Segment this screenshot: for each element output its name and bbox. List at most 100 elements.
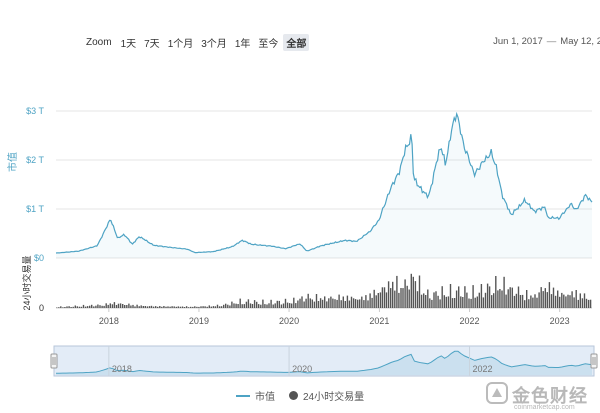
volume-bar [443,295,445,308]
volume-bar [418,275,421,308]
volume-bar [406,285,408,308]
volume-bar [307,293,309,308]
volume-bar [291,303,293,308]
volume-bar [557,290,559,308]
volume-bar [117,303,120,308]
volume-bar [297,300,299,308]
volume-bar [99,305,101,308]
date-range-to[interactable]: May 12, 2 [560,36,600,47]
volume-bar [468,298,470,308]
volume-bar [346,295,349,308]
volume-bar [544,288,546,308]
x-tick-label: 2023 [550,316,570,326]
y-axis-ticks: $0 $1 T $2 T $3 T 0 [26,106,44,313]
legend-item-market-cap[interactable]: 市值 [236,388,275,403]
zoom-button-3-months[interactable]: 3个月 [201,38,227,50]
legend-label-market-cap: 市值 [255,392,275,403]
volume-bar [400,288,402,308]
volume-bar [276,300,278,308]
navigator-tick-label: 2022 [473,364,493,374]
volume-bar [464,286,466,308]
volume-bar [74,305,76,308]
volume-bar [253,300,256,308]
volume-bar [501,290,503,308]
volume-bar [332,298,334,308]
dot-legend-icon [289,391,298,400]
volume-bar [340,300,342,308]
navigator-line [56,350,593,374]
volume-bar [66,306,68,308]
zoom-button-7-days[interactable]: 7天 [144,38,160,50]
watermark-text: 金色财经 [512,386,588,406]
volume-bar [423,293,425,308]
volume-bar [216,304,219,308]
volume-bar [84,306,87,308]
zoom-button-1-day[interactable]: 1天 [120,38,137,50]
golden-logo-icon [486,382,508,404]
volume-bar [497,290,499,308]
volume-bar [144,306,146,308]
zoom-button-all[interactable]: 全部 [283,33,310,51]
volume-bar [394,290,396,308]
volume-bar [113,302,116,308]
market-cap-line [55,111,593,254]
volume-bar [571,291,573,308]
date-range-from[interactable]: Jun 1, 2017 [493,36,543,47]
volume-bar [272,304,274,308]
volume-bar [274,303,276,308]
line-legend-icon [236,394,250,397]
volume-bar [460,296,462,308]
volume-bar [256,301,258,308]
volume-bar [352,298,355,308]
volume-bar [491,295,493,308]
volume-bar [476,296,478,308]
volume-bar [192,306,194,308]
volume-bar [163,306,165,308]
volume-bar [447,296,450,308]
navigator-handle-right[interactable] [590,353,598,369]
volume-bar [587,299,590,308]
volume-bar [278,300,280,308]
volume-bar [338,294,340,308]
volume-bar [270,299,272,308]
volume-bar [198,306,200,308]
volume-bar [86,306,89,308]
x-tick-label: 2018 [99,316,119,326]
volume-bar [342,296,344,308]
watermark-url: coinmarketcap.com [514,404,575,411]
volume-bar [165,306,167,308]
y-tick-label: $0 [34,253,44,263]
volume-bar [381,287,384,308]
volume-bar [425,295,427,308]
volume-bar [466,292,468,308]
y-axis-label-volume: 24小时交易量 [21,255,32,310]
volume-bar [101,305,103,308]
volume-bar [231,301,233,308]
volume-bar [122,304,124,308]
volume-bar [97,304,99,308]
volume-bar [204,306,206,308]
navigator-handle-left[interactable] [50,353,58,369]
volume-bar [427,289,429,308]
volume-bar [577,299,579,308]
volume-bar [262,299,264,308]
volume-bar [301,296,303,308]
zoom-button-1-year[interactable]: 1年 [234,38,251,50]
volume-bar [210,306,212,308]
volume-bar [416,291,419,308]
volume-bar [247,299,250,308]
volume-bar [223,304,225,308]
volume-bar [130,305,132,308]
navigator: 2018 2020 2022 [50,345,598,377]
zoom-button-ytd[interactable]: 至今 [258,38,279,50]
volume-bar [350,296,353,308]
volume-bar [268,303,270,308]
zoom-button-1-month[interactable]: 1个月 [167,38,194,50]
volume-bar [330,296,332,308]
volume-y-tick-label: 0 [39,303,44,313]
volume-bar [402,288,404,308]
volume-bar [390,288,392,308]
volume-bar [524,300,526,308]
legend-item-volume[interactable]: 24小时交易量 [289,388,364,403]
volume-bar [82,304,85,308]
